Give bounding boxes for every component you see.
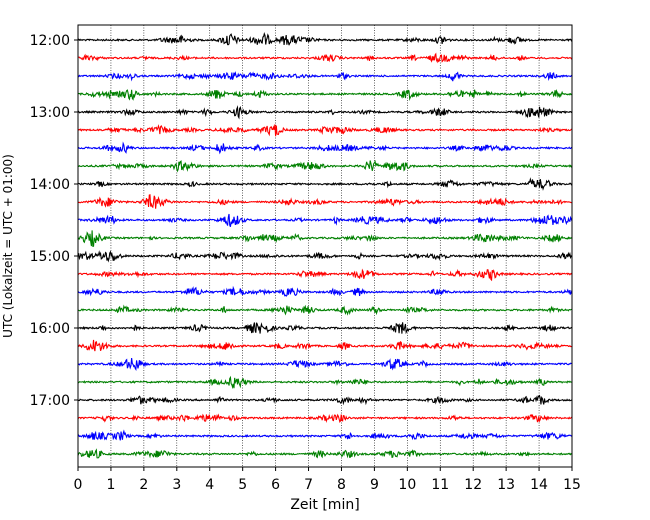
trace-1315 [77, 124, 573, 137]
trace-1545 [77, 304, 573, 316]
x-tick-label: 14 [530, 477, 548, 493]
x-tick-label: 1 [106, 477, 115, 493]
trace-1730 [77, 429, 573, 441]
trace-1715 [77, 413, 573, 424]
x-tick-label: 5 [238, 477, 247, 493]
x-tick-label: 3 [172, 477, 181, 493]
trace-1515 [77, 268, 573, 282]
trace-1445 [77, 230, 573, 247]
trace-1645 [77, 375, 573, 390]
y-ticks: 12:00 13:00 14:00 15:00 16:00 17:00 [30, 33, 78, 409]
x-tick-label: 2 [139, 477, 148, 493]
y-tick-label: 12:00 [30, 33, 70, 49]
trace-1745 [77, 448, 573, 459]
trace-1215 [77, 52, 573, 64]
x-tick-label: 7 [304, 477, 313, 493]
trace-1230 [77, 71, 573, 82]
trace-1245 [77, 88, 573, 101]
x-tick-label: 15 [563, 477, 581, 493]
x-tick-label: 9 [370, 477, 379, 493]
y-tick-label: 14:00 [30, 177, 70, 193]
x-tick-label: 11 [431, 477, 449, 493]
trace-1615 [77, 339, 573, 352]
x-tick-label: 13 [497, 477, 515, 493]
x-tick-label: 12 [464, 477, 482, 493]
trace-1500 [77, 250, 573, 263]
plot-frame [77, 24, 573, 468]
y-tick-label: 17:00 [30, 393, 70, 409]
trace-1200 [77, 32, 573, 46]
x-tick-label: 0 [74, 477, 83, 493]
trace-1415 [77, 194, 573, 209]
trace-1400 [77, 177, 573, 191]
x-tick-label: 4 [205, 477, 214, 493]
trace-1345 [77, 159, 573, 173]
x-gridlines [110, 25, 540, 467]
x-tick-label: 10 [398, 477, 416, 493]
trace-1600 [77, 322, 573, 335]
trace-1530 [77, 285, 573, 297]
trace-1300 [77, 105, 573, 120]
y-axis-label: UTC (Lokalzeit = UTC + 01:00) [1, 154, 15, 338]
x-axis-label: Zeit [min] [290, 497, 359, 513]
y-tick-label: 15:00 [30, 249, 70, 265]
y-tick-label: 13:00 [30, 105, 70, 121]
x-tick-label: 8 [337, 477, 346, 493]
trace-1430 [77, 213, 573, 228]
traces [77, 32, 573, 459]
x-ticks: 0 1 2 3 4 5 6 7 8 9 10 11 12 13 14 15 [74, 467, 581, 493]
x-tick-label: 6 [271, 477, 280, 493]
trace-1700 [77, 394, 573, 406]
trace-1330 [77, 141, 573, 155]
trace-1630 [77, 358, 573, 372]
y-tick-label: 16:00 [30, 321, 70, 337]
